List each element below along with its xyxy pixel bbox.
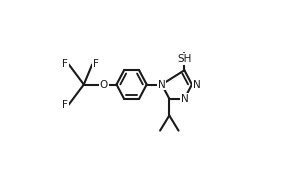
Text: F: F xyxy=(62,100,68,110)
Text: F: F xyxy=(62,59,68,69)
Text: O: O xyxy=(100,79,108,90)
Text: SH: SH xyxy=(177,54,192,64)
Text: F: F xyxy=(93,59,99,69)
Text: N: N xyxy=(193,79,200,90)
Text: N: N xyxy=(158,79,166,90)
Text: N: N xyxy=(180,94,188,104)
